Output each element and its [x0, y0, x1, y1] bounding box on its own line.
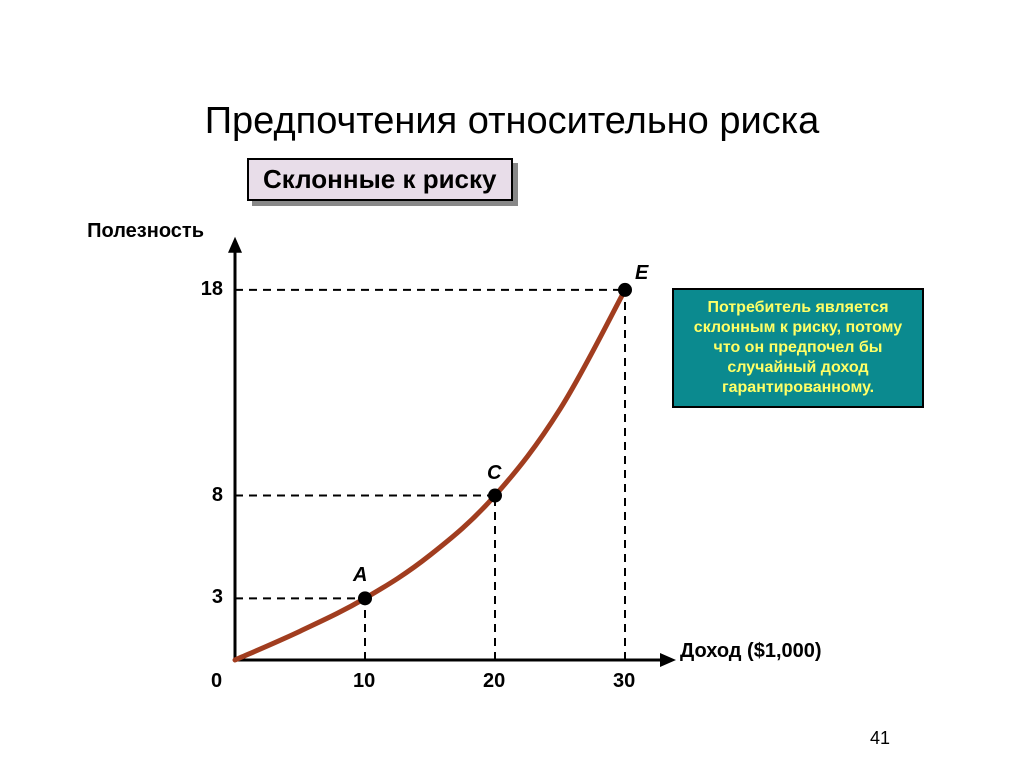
point-label-A: A [353, 564, 367, 587]
y-tick-8: 8 [212, 484, 223, 507]
x-tick-20: 20 [483, 670, 505, 693]
callout-box: Потребитель является склонным к риску, п… [672, 288, 924, 408]
x-tick-30: 30 [613, 670, 635, 693]
x-tick-10: 10 [353, 670, 375, 693]
x-tick-0: 0 [211, 670, 222, 693]
y-tick-3: 3 [212, 586, 223, 609]
point-label-E: E [635, 262, 648, 285]
page-number: 41 [870, 728, 890, 749]
point-label-C: C [487, 462, 501, 485]
y-tick-18: 18 [201, 278, 223, 301]
